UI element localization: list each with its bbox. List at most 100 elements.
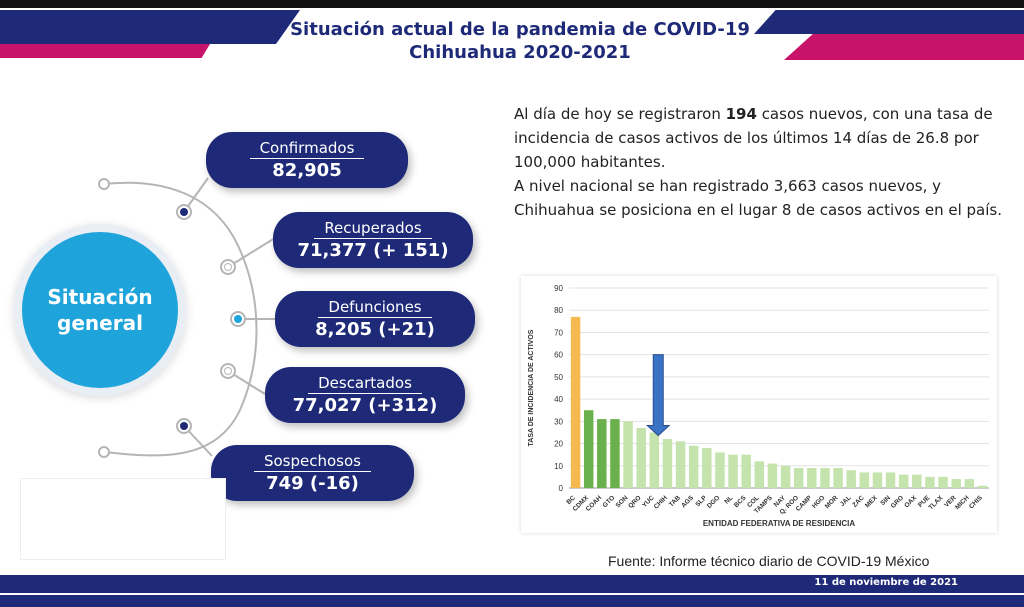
bar-chart: 0102030405060708090BCCDMXCOAHGTOSONQROYU…	[528, 284, 989, 528]
header-band-left	[0, 10, 300, 60]
header-band-right	[754, 10, 1024, 60]
x-tick-label: CHIS	[968, 494, 984, 510]
title-line-1: Situación actual de la pandemia de COVID…	[290, 19, 750, 40]
x-tick-label: TLAX	[928, 494, 945, 511]
stat-sospechosos: Sospechosos 749 (-16)	[211, 445, 414, 501]
bar-gto	[610, 419, 620, 488]
arrow-annotation	[645, 354, 671, 437]
bar-mich	[964, 479, 975, 488]
y-tick-label: 70	[554, 328, 563, 337]
x-tick-label: BC	[565, 494, 577, 506]
x-tick-label: BCS	[733, 494, 748, 509]
node-dot	[98, 178, 110, 190]
bar-zac	[859, 472, 870, 488]
x-tick-label: QRO	[627, 494, 642, 509]
summary-text-span: casos nuevos, con una tasa de incidencia…	[514, 105, 993, 171]
summary-paragraph-1: Al día de hoy se registraron 194 casos n…	[514, 102, 1004, 174]
bar-nay	[780, 465, 791, 488]
bar-tamps	[767, 463, 778, 488]
bar-gro	[898, 474, 909, 488]
y-tick-label: 50	[554, 373, 563, 382]
x-tick-label: OAX	[903, 494, 918, 509]
blank-box	[20, 478, 226, 560]
stat-label: Recuperados	[314, 219, 432, 239]
bar-tab	[675, 441, 686, 488]
x-tick-label: CHIH	[653, 494, 669, 510]
x-tick-label: AGS	[680, 494, 695, 509]
bar-q-roo	[793, 468, 804, 488]
source-note: Fuente: Informe técnico diario de COVID-…	[608, 553, 930, 569]
bar-ver	[951, 479, 961, 488]
stat-descartados: Descartados 77,027 (+312)	[265, 367, 465, 423]
node-dot	[224, 263, 232, 271]
bar-tlax	[938, 476, 948, 488]
hub-label: Situación general	[47, 285, 153, 335]
y-tick-label: 40	[554, 395, 563, 404]
summary-paragraph-2: A nivel nacional se han registrado 3,663…	[514, 177, 1002, 219]
bar-bc	[570, 316, 581, 488]
bar-son	[623, 421, 633, 488]
x-tick-label: GRO	[890, 494, 905, 509]
stat-label: Sospechosos	[253, 452, 371, 472]
stat-value: 82,905	[272, 160, 342, 181]
node-dot	[180, 208, 188, 216]
top-bar	[0, 0, 1024, 8]
y-axis-title: TASA DE INCIDENCIA DE ACTIVOS	[528, 329, 535, 446]
stat-defunciones: Defunciones 8,205 (+21)	[275, 291, 475, 347]
stat-value: 77,027 (+312)	[292, 395, 438, 416]
footer-bar-bottom	[0, 595, 1024, 607]
x-tick-label: DGO	[706, 494, 721, 509]
y-tick-label: 30	[554, 417, 563, 426]
bar-sin	[885, 472, 896, 488]
x-tick-label: CAMP	[795, 494, 814, 513]
bar-mor	[833, 468, 843, 488]
stat-label: Defunciones	[318, 298, 432, 318]
bar-col	[754, 461, 765, 488]
bar-cdmx	[583, 410, 594, 488]
hub-circle: Situación general	[22, 232, 178, 388]
x-tick-label: MICH	[954, 494, 971, 511]
connector-diagram	[98, 177, 276, 458]
bar-chih	[662, 439, 673, 488]
x-axis-title: ENTIDAD FEDERATIVA DE RESIDENCIA	[703, 519, 856, 528]
x-tick-label: JAL	[839, 494, 853, 508]
chart-container: 0 10 20 30 40 50 60 70 80 90 BC CDMX COAH GTO SON QRO YU…	[521, 276, 997, 533]
bar-oax	[912, 474, 922, 488]
x-tick-label: MOR	[824, 494, 840, 510]
title-line-2: Chihuahua 2020-2021	[409, 42, 631, 63]
bar-nl	[728, 454, 738, 488]
bar-ags	[688, 445, 699, 488]
bar-jal	[846, 470, 856, 488]
bar-slp	[702, 448, 712, 488]
stat-value: 749 (-16)	[266, 473, 359, 494]
bar-chis	[977, 485, 988, 488]
stat-recuperados: Recuperados 71,377 (+ 151)	[273, 212, 473, 268]
y-tick-label: 10	[554, 462, 563, 471]
bar-coah	[597, 419, 607, 488]
stat-confirmados: Confirmados 82,905	[206, 132, 408, 188]
y-tick-label: 90	[554, 284, 563, 293]
page-title: Situación actual de la pandemia de COVID…	[250, 18, 790, 64]
summary-text-span: Al día de hoy se registraron	[514, 105, 726, 123]
bar-dgo	[715, 452, 725, 488]
y-tick-label: 80	[554, 306, 563, 315]
footer-bar	[0, 575, 1024, 593]
bar-bcs	[741, 454, 751, 488]
stat-value: 71,377 (+ 151)	[297, 240, 449, 261]
x-tick-label: NL	[723, 494, 734, 505]
bar-mex	[872, 472, 883, 488]
y-tick-label: 60	[554, 351, 563, 360]
x-tick-label: SON	[615, 494, 630, 509]
node-dot	[224, 367, 232, 375]
x-tick-label: HGO	[811, 494, 826, 509]
x-tick-label: TAB	[668, 494, 682, 508]
node-dot	[98, 446, 110, 458]
y-tick-label: 20	[554, 440, 563, 449]
node-dot	[234, 315, 242, 323]
footer-date: 11 de noviembre de 2021	[814, 577, 958, 588]
bar-hgo	[820, 468, 830, 488]
node-dot	[180, 422, 188, 430]
bar-qro	[636, 428, 646, 488]
bar-pue	[925, 476, 935, 488]
y-tick-label: 0	[559, 484, 564, 493]
